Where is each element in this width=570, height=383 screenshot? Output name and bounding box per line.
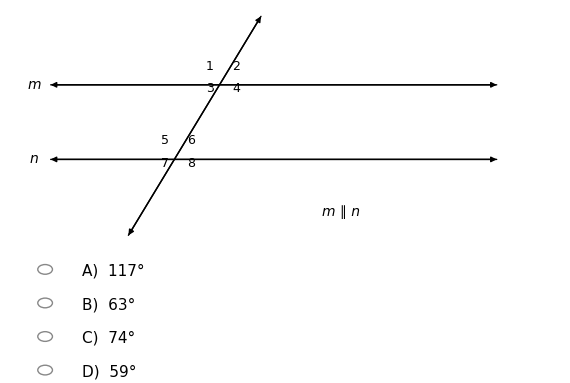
Text: m ∥ n: m ∥ n xyxy=(323,205,360,219)
Text: 6: 6 xyxy=(187,134,195,147)
Text: 7: 7 xyxy=(161,157,169,170)
Text: 2: 2 xyxy=(232,60,240,73)
Text: 1: 1 xyxy=(206,60,214,73)
Text: B)  63°: B) 63° xyxy=(82,297,135,312)
Text: 4: 4 xyxy=(232,82,240,95)
Text: 5: 5 xyxy=(161,134,169,147)
Text: m: m xyxy=(27,78,40,92)
Text: A)  117°: A) 117° xyxy=(82,264,144,279)
Text: n: n xyxy=(30,152,38,166)
Text: C)  74°: C) 74° xyxy=(82,331,135,346)
Text: 3: 3 xyxy=(206,82,214,95)
Text: D)  59°: D) 59° xyxy=(82,365,136,380)
Text: 8: 8 xyxy=(187,157,195,170)
